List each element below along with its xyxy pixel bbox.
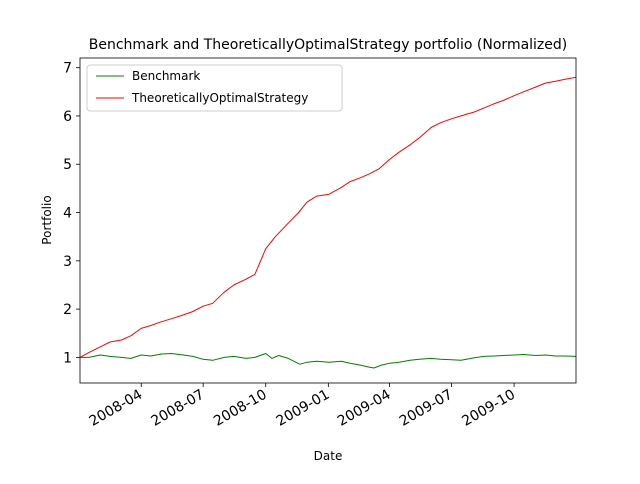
y-axis-label: Portfolio <box>40 195 54 244</box>
plot-frame <box>79 57 577 384</box>
y-tick-label: 5 <box>63 157 72 173</box>
x-axis-label: Date <box>314 449 343 463</box>
y-tick-label: 2 <box>63 302 72 318</box>
legend-label-optimal-strategy: TheoreticallyOptimalStrategy <box>131 91 308 105</box>
plot-area <box>80 58 576 383</box>
legend: Benchmark TheoreticallyOptimalStrategy <box>86 64 343 112</box>
legend-box <box>86 64 343 112</box>
y-tick-label: 1 <box>63 350 72 366</box>
legend-label-benchmark: Benchmark <box>132 69 200 83</box>
series-layer <box>79 76 577 369</box>
y-axis: 1 2 3 4 5 6 7 <box>63 61 80 366</box>
y-tick-label: 6 <box>63 109 72 125</box>
series-line-benchmark <box>80 353 577 369</box>
chart-title: Benchmark and TheoreticallyOptimalStrate… <box>89 37 568 53</box>
series-line-optimal-strategy <box>79 76 577 358</box>
y-tick-label: 4 <box>63 206 72 222</box>
y-tick-label: 7 <box>63 61 72 77</box>
plot-background <box>80 58 576 383</box>
y-tick-label: 3 <box>63 254 72 270</box>
